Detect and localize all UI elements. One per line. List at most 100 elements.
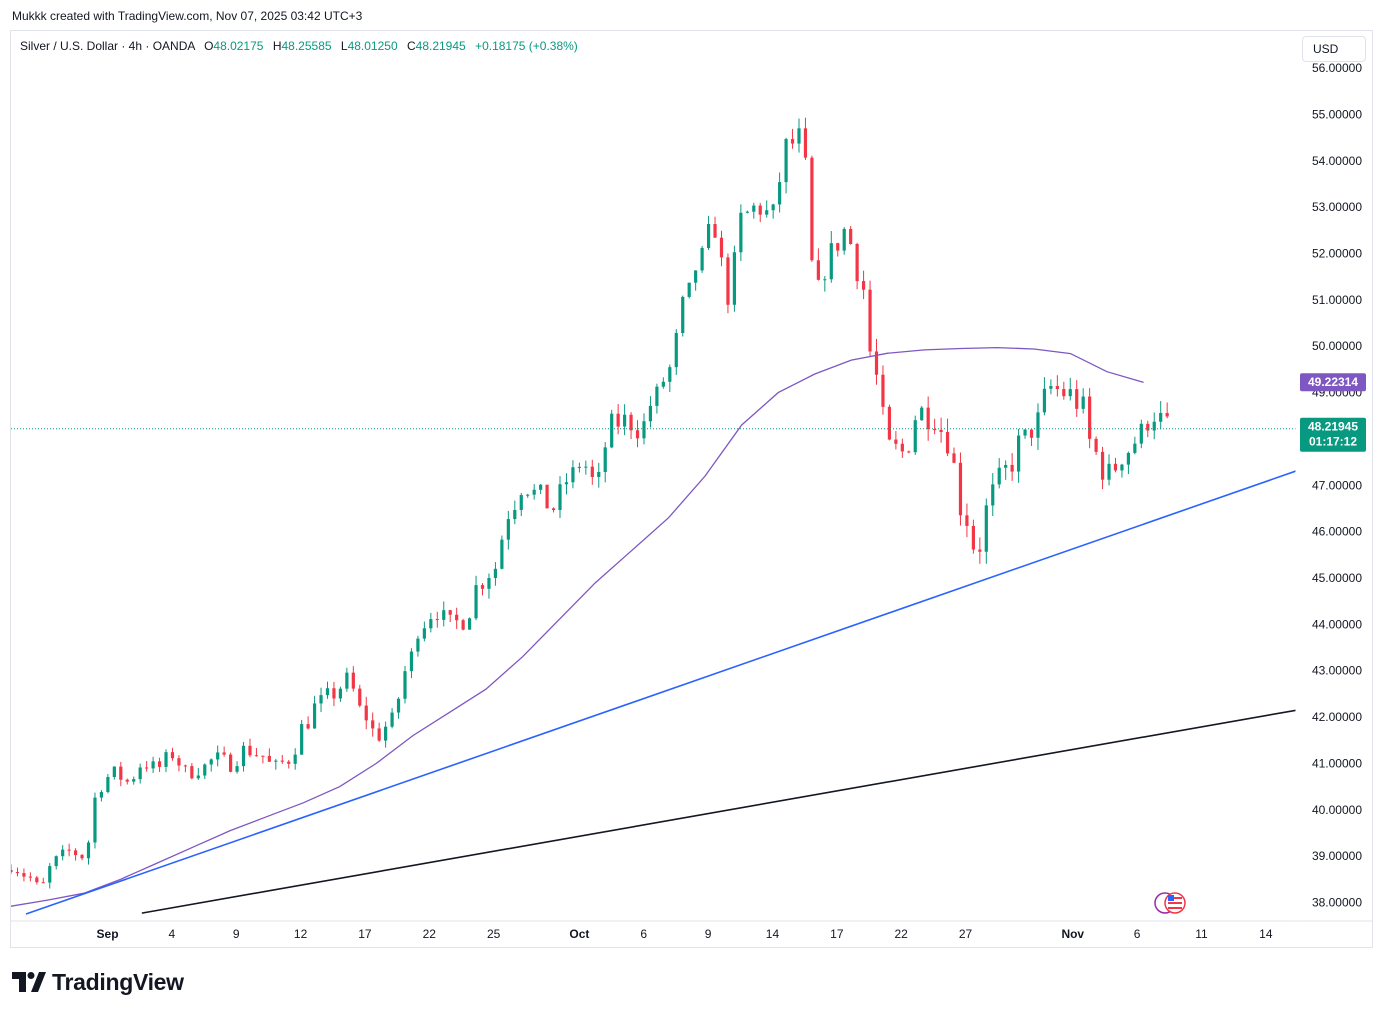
candle-up <box>1126 452 1131 465</box>
candle-up <box>235 766 239 772</box>
candle-down <box>881 374 885 407</box>
candle-down <box>1088 396 1092 439</box>
candle-down <box>849 228 853 245</box>
candle-up <box>209 759 213 765</box>
candle-down <box>1010 464 1014 472</box>
candle-up <box>312 703 317 729</box>
x-tick-label: 17 <box>358 927 372 941</box>
candle-down <box>874 351 879 375</box>
candle-up <box>997 467 1001 485</box>
last-price-value: 48.21945 <box>1308 420 1358 434</box>
candle-down <box>1146 423 1150 431</box>
candle-up <box>216 752 220 760</box>
y-tick-label: 45.00000 <box>1312 571 1362 585</box>
candle-up <box>687 282 691 297</box>
y-tick-label: 41.00000 <box>1312 756 1362 770</box>
candle-up <box>506 519 510 540</box>
candle-down <box>590 466 594 477</box>
candle-down <box>933 429 937 431</box>
candle-up <box>1120 464 1124 471</box>
candle-up <box>532 489 536 495</box>
candle-down <box>190 766 194 779</box>
candle-up <box>300 724 304 755</box>
candle-down <box>229 754 233 772</box>
ma-value-badge <box>1300 373 1366 392</box>
candle-up <box>1036 412 1040 438</box>
candle-down <box>435 619 439 621</box>
candle-up <box>706 224 711 248</box>
tradingview-logo[interactable]: TradingView <box>12 968 184 996</box>
candle-down <box>145 767 149 769</box>
candle-down <box>635 430 640 439</box>
candle-down <box>545 484 549 509</box>
candle-up <box>384 726 388 741</box>
candle-up <box>467 618 472 630</box>
candle-down <box>248 745 252 756</box>
candle-up <box>86 842 91 859</box>
x-tick-label: 22 <box>894 927 908 941</box>
candle-down <box>836 243 840 251</box>
candle-down <box>22 873 26 877</box>
candle-down <box>15 872 20 874</box>
currency-button[interactable]: USD <box>1302 36 1366 62</box>
candle-up <box>526 494 530 496</box>
candle-up <box>991 484 995 506</box>
candle-down <box>939 429 943 433</box>
candle-up <box>442 610 446 620</box>
chart-frame <box>10 30 1373 948</box>
candle-up <box>429 619 433 629</box>
candle-up <box>1042 388 1047 413</box>
candle-down <box>726 257 730 305</box>
candle-down <box>254 755 259 757</box>
candle-up <box>1133 443 1137 453</box>
candle-down <box>758 205 762 215</box>
candle-down <box>978 549 982 552</box>
candle-up <box>920 407 924 421</box>
candle-up <box>1016 435 1021 472</box>
candle-down <box>1029 429 1034 438</box>
plot-area <box>11 117 1296 915</box>
x-tick-label: 6 <box>1134 927 1141 941</box>
candle-up <box>390 712 394 727</box>
candle-up <box>54 856 58 867</box>
candle-up <box>778 182 782 205</box>
candle-up <box>203 764 207 776</box>
candle-up <box>325 688 330 696</box>
x-tick-label: Sep <box>97 927 119 941</box>
candle-down <box>280 760 284 762</box>
candle-down <box>1100 451 1105 480</box>
open-label: O <box>204 39 214 53</box>
candle-up <box>409 651 414 672</box>
candle-down <box>177 758 181 766</box>
open-value: 48.02175 <box>213 39 264 53</box>
candle-down <box>1062 389 1066 397</box>
candle-up <box>1068 389 1072 397</box>
economic-event-icon <box>1154 892 1186 914</box>
x-tick-label: 27 <box>959 927 973 941</box>
high-value: 48.25585 <box>281 39 332 53</box>
candle-down <box>900 443 904 452</box>
candle-up <box>1107 463 1111 480</box>
candle-up <box>823 279 827 281</box>
x-tick-label: 6 <box>640 927 647 941</box>
candle-up <box>1049 386 1053 389</box>
candle-down <box>1075 389 1079 409</box>
y-tick-label: 53.00000 <box>1312 200 1362 214</box>
candle-up <box>577 466 581 468</box>
x-tick-label: 4 <box>169 927 176 941</box>
candle-up <box>700 247 704 271</box>
candle-down <box>945 432 950 454</box>
candle-down <box>358 688 362 706</box>
candle-down <box>551 508 556 510</box>
candle-down <box>41 882 45 884</box>
y-tick-label: 50.00000 <box>1312 339 1362 353</box>
candle-down <box>629 414 633 431</box>
candle-up <box>913 420 917 453</box>
x-tick-label: 17 <box>830 927 844 941</box>
blue-support-trendline <box>25 470 1296 915</box>
ohlc-legend: Silver / U.S. Dollar · 4h · OANDA O48.02… <box>20 39 578 53</box>
last-price-badge <box>1300 417 1366 452</box>
candle-down <box>868 289 872 352</box>
close-label: C <box>406 39 416 53</box>
